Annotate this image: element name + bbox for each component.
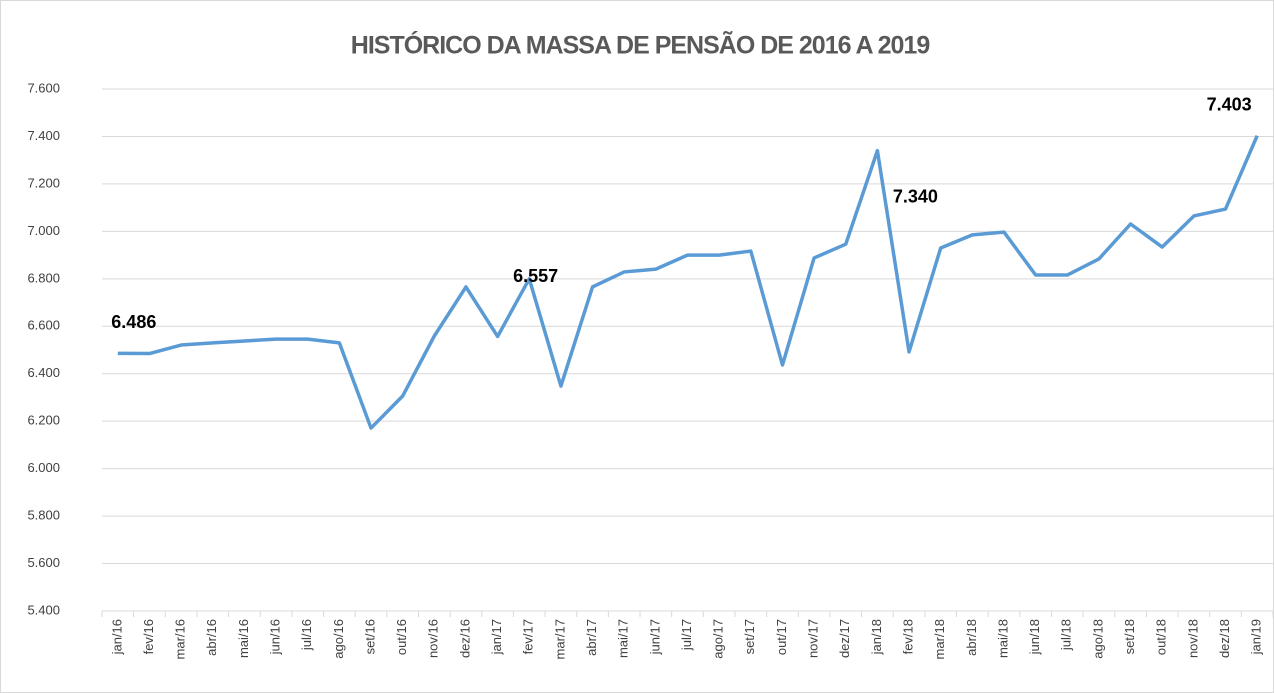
y-tick-label: 7.000 (27, 223, 60, 238)
x-tick-label: mai/16 (236, 619, 251, 658)
x-tick-label: set/18 (1122, 619, 1137, 654)
y-tick-label: 6.400 (27, 365, 60, 380)
x-tick-label: fev/18 (900, 619, 915, 654)
x-tick-label: dez/17 (837, 619, 852, 658)
x-tick-label: ago/17 (711, 619, 726, 659)
x-tick-label: jan/18 (869, 619, 884, 655)
y-tick-label: 5.800 (27, 508, 60, 523)
data-label: 6.486 (111, 312, 156, 332)
data-label: 6.557 (513, 266, 558, 286)
x-tick-label: mar/16 (173, 619, 188, 659)
y-tick-label: 7.200 (27, 175, 60, 190)
x-tick-label: jun/17 (647, 619, 662, 655)
y-tick-label: 6.800 (27, 270, 60, 285)
x-tick-label: ago/16 (331, 619, 346, 659)
x-tick-label: mai/17 (616, 619, 631, 658)
x-tick-label: mar/18 (932, 619, 947, 659)
x-tick-label: set/16 (362, 619, 377, 654)
data-label: 7.340 (893, 186, 938, 206)
x-tick-label: ago/18 (1090, 619, 1105, 659)
x-tick-label: jul/16 (299, 619, 314, 651)
y-tick-label: 7.600 (27, 80, 60, 95)
x-tick-label: jan/17 (489, 619, 504, 655)
x-tick-label: nov/17 (806, 619, 821, 658)
x-tick-label: set/17 (742, 619, 757, 654)
x-tick-label: fev/16 (141, 619, 156, 654)
x-tick-label: abr/18 (964, 619, 979, 656)
x-tick-label: jan/16 (109, 619, 124, 655)
x-tick-label: jun/18 (1027, 619, 1042, 655)
y-tick-label: 7.400 (27, 128, 60, 143)
y-tick-label: 5.400 (27, 602, 60, 617)
y-tick-label: 6.200 (27, 413, 60, 428)
y-tick-label: 6.600 (27, 318, 60, 333)
x-tick-label: dez/18 (1217, 619, 1232, 658)
y-tick-label: 6.000 (27, 460, 60, 475)
x-tick-label: mar/17 (552, 619, 567, 659)
x-tick-label: abr/16 (204, 619, 219, 656)
x-tick-label: out/16 (394, 619, 409, 655)
data-label: 7.403 (1207, 94, 1252, 114)
x-tick-label: mai/18 (995, 619, 1010, 658)
chart-title: HISTÓRICO DA MASSA DE PENSÃO DE 2016 A 2… (351, 30, 930, 60)
x-tick-label: fev/17 (521, 619, 536, 654)
data-line (117, 135, 1259, 430)
x-tick-label: jan/19 (1249, 619, 1264, 655)
x-tick-label: abr/17 (584, 619, 599, 656)
x-tick-label: dez/16 (457, 619, 472, 658)
x-tick-label: jul/18 (1059, 619, 1074, 651)
x-tick-label: jun/16 (268, 619, 283, 655)
x-tick-label: out/18 (1154, 619, 1169, 655)
x-tick-label: out/17 (774, 619, 789, 655)
x-tick-label: nov/18 (1185, 619, 1200, 658)
y-tick-label: 5.600 (27, 555, 60, 570)
x-tick-label: nov/16 (426, 619, 441, 658)
x-tick-label: jul/17 (679, 619, 694, 651)
